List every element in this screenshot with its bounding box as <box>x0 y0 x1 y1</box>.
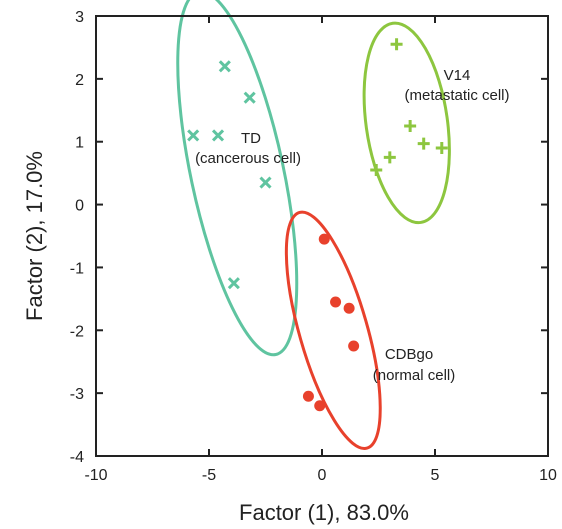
annotation-v14: V14 (metastatic cell) <box>404 67 509 104</box>
y-tick-label: 3 <box>75 9 84 26</box>
data-points <box>187 38 448 412</box>
td-point <box>211 129 225 142</box>
cdbgo-annotation-line-2: (normal cell) <box>373 367 456 384</box>
cdbgo-point <box>318 233 330 245</box>
y-axis-ticks: -4 -3 -2 -1 0 1 2 3 <box>70 9 548 466</box>
x-axis-ticks: -10 -5 0 5 10 <box>84 16 557 484</box>
td-point <box>218 60 231 73</box>
annotation-td: TD (cancerous cell) <box>195 130 301 167</box>
cdbgo-point <box>314 400 326 412</box>
cdbgo-point <box>330 296 342 308</box>
x-tick-label: 5 <box>431 467 440 484</box>
td-point <box>243 91 256 104</box>
y-tick-label: 1 <box>75 135 84 152</box>
annotation-cdbgo: CDBgo (normal cell) <box>373 346 456 384</box>
td-point <box>227 277 240 290</box>
y-tick-label: -2 <box>70 323 84 340</box>
y-tick-label: -1 <box>70 260 84 277</box>
v14-point <box>370 164 383 176</box>
v14-point <box>417 137 430 150</box>
v14-annotation-line-1: V14 <box>444 67 471 84</box>
cdbgo-ellipse <box>284 210 382 450</box>
x-tick-label: -10 <box>84 467 107 484</box>
td-point <box>259 176 272 189</box>
td-ellipse <box>176 0 299 357</box>
y-tick-label: 0 <box>75 198 84 215</box>
cdbgo-point <box>343 302 355 314</box>
cdbgo-point <box>348 340 360 352</box>
cluster-ellipses <box>176 0 451 450</box>
v14-point <box>404 120 417 132</box>
v14-ellipse <box>362 21 451 225</box>
td-annotation-line-1: TD <box>241 130 261 147</box>
v14-annotation-line-2: (metastatic cell) <box>404 87 509 104</box>
td-annotation-line-2: (cancerous cell) <box>195 150 301 167</box>
y-tick-label: 2 <box>75 72 84 89</box>
x-tick-label: 10 <box>539 467 557 484</box>
v14-point <box>383 151 396 164</box>
y-tick-label: -4 <box>70 449 84 466</box>
x-tick-label: 0 <box>318 467 327 484</box>
cdbgo-annotation-line-1: CDBgo <box>385 346 433 363</box>
v14-point <box>435 142 448 154</box>
v14-point <box>390 38 403 51</box>
y-axis-label: Factor (2), 17.0% <box>22 151 47 321</box>
x-axis-label: Factor (1), 83.0% <box>239 500 409 525</box>
cdbgo-point <box>302 390 314 402</box>
td-point <box>187 129 200 142</box>
x-tick-label: -5 <box>202 467 216 484</box>
y-tick-label: -3 <box>70 386 84 403</box>
